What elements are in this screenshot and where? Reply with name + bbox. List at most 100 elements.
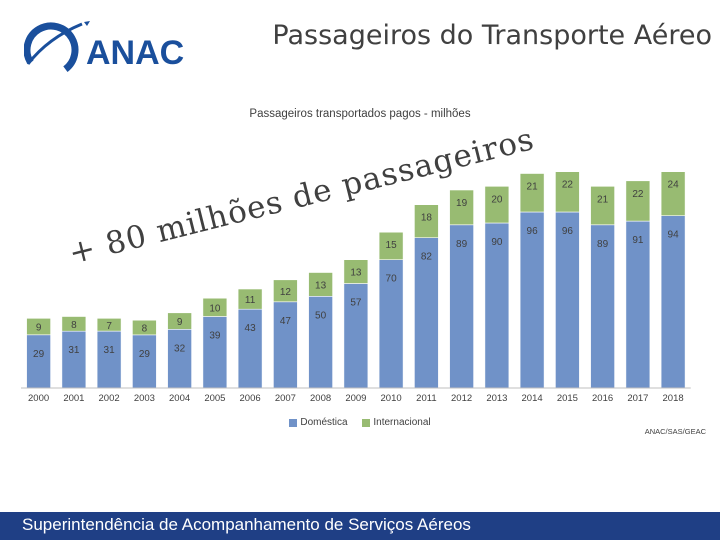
chart-title: Passageiros transportados pagos - milhõe… [249, 108, 471, 120]
tick-label-2010: 2010 [381, 393, 402, 404]
label-domestic-2016: 89 [597, 239, 609, 250]
label-domestic-2001: 31 [68, 345, 80, 356]
label-domestic-2007: 47 [280, 316, 292, 327]
bar-international-2017 [625, 180, 651, 222]
bar-domestic-2017 [625, 220, 651, 389]
tick-label-2011: 2011 [416, 393, 436, 404]
label-domestic-2010: 70 [386, 274, 398, 285]
label-international-2016: 21 [597, 194, 609, 205]
bar-domestic-2002 [96, 330, 122, 389]
bar-international-2016 [590, 186, 615, 226]
label-international-2012: 19 [456, 198, 468, 209]
bar-international-2015 [555, 171, 580, 213]
bar-international-2010 [378, 231, 404, 260]
label-international-2009: 13 [350, 268, 362, 279]
tick-label-2016: 2016 [592, 393, 613, 404]
label-international-2017: 22 [632, 189, 644, 200]
legend-swatch-domestic [289, 418, 298, 427]
bar-domestic-2015 [555, 211, 580, 389]
tick-label-2013: 2013 [486, 393, 507, 404]
label-domestic-2005: 39 [209, 331, 221, 342]
label-domestic-2004: 32 [174, 343, 186, 354]
bar-international-2011 [414, 204, 439, 238]
label-international-2010: 15 [386, 240, 398, 251]
tick-label-2001: 2001 [63, 393, 84, 404]
bar-international-2003 [132, 319, 157, 336]
bar-international-2006 [237, 288, 263, 310]
label-domestic-2008: 50 [315, 310, 327, 321]
data-label-group: 29 9 31 8 31 7 29 8 32 9 39 10 43 11 47 12 50 13 57 13 70 15 8… [33, 180, 679, 360]
page-title: Passageiros do Transporte Aéreo [272, 20, 712, 51]
bar-domestic-2014 [519, 211, 545, 389]
label-international-2003: 8 [142, 324, 148, 335]
legend: Doméstica Internacional [0, 417, 720, 430]
footer-text: Superintendência de Acompanhamento de Se… [22, 515, 471, 534]
label-domestic-2017: 91 [632, 235, 644, 246]
tick-label-2018: 2018 [663, 393, 684, 404]
label-international-2015: 22 [562, 180, 574, 191]
label-domestic-2015: 96 [562, 226, 574, 237]
footer-bar: Superintendência de Acompanhamento de Se… [0, 512, 720, 540]
label-international-2018: 24 [668, 180, 680, 191]
bar-domestic-2012 [449, 224, 474, 389]
anac-logo-graphic: ANAC [23, 21, 184, 78]
bar-domestic-2003 [132, 334, 157, 389]
bar-domestic-2011 [414, 237, 439, 389]
label-domestic-2000: 29 [33, 349, 45, 360]
tick-label-2004: 2004 [169, 393, 190, 404]
source-note: ANAC/SAS/GEAC [644, 427, 706, 436]
legend-item-international: Internacional [362, 417, 431, 428]
tick-label-group: 2000 2001 2002 2003 2004 2005 2006 2007 2008 2009… [28, 393, 684, 404]
bar-domestic-2007 [273, 301, 298, 389]
bar-international-2009 [343, 259, 369, 284]
bar-domestic-2005 [202, 316, 228, 389]
bar-international-2007 [273, 279, 298, 303]
bar-domestic-2010 [378, 259, 404, 389]
bar-domestic-2013 [484, 222, 510, 389]
anac-logo: ANAC [23, 20, 199, 80]
bar-international-2000 [26, 317, 51, 336]
tick-label-2012: 2012 [451, 393, 472, 404]
label-international-2004: 9 [177, 317, 183, 328]
bar-international-2005 [202, 297, 228, 317]
logo-text: ANAC [86, 34, 184, 72]
bar-domestic-2000 [26, 334, 51, 389]
label-international-2000: 9 [36, 323, 42, 334]
bar-domestic-2018 [660, 215, 686, 389]
bar-domestic-2004 [167, 328, 192, 389]
label-international-2008: 13 [315, 280, 327, 291]
label-domestic-2002: 31 [104, 345, 116, 356]
legend-label-domestic: Doméstica [300, 417, 348, 428]
bar-domestic-2016 [590, 224, 615, 389]
bar-international-2014 [519, 173, 545, 213]
label-domestic-2013: 90 [491, 237, 503, 248]
label-domestic-2018: 94 [668, 230, 680, 241]
tick-label-2008: 2008 [310, 393, 331, 404]
bar-international-2018 [660, 171, 686, 216]
label-international-2011: 18 [421, 213, 433, 224]
legend-swatch-international [362, 418, 371, 427]
label-domestic-2014: 96 [527, 226, 539, 237]
bar-group [21, 171, 691, 389]
bar-international-2013 [484, 186, 510, 224]
label-international-2014: 21 [527, 182, 539, 193]
tick-label-2017: 2017 [627, 393, 648, 404]
tick-label-2003: 2003 [134, 393, 155, 404]
label-domestic-2009: 57 [350, 298, 362, 309]
tick-label-2000: 2000 [28, 393, 49, 404]
label-domestic-2011: 82 [421, 252, 433, 263]
bar-international-2008 [308, 272, 333, 297]
legend-label-international: Internacional [373, 417, 431, 428]
label-domestic-2003: 29 [139, 349, 151, 360]
bar-international-2012 [449, 189, 474, 226]
bar-international-2004 [167, 312, 192, 330]
bar-international-2001 [61, 316, 87, 332]
tick-label-2005: 2005 [204, 393, 225, 404]
bar-domestic-2006 [237, 308, 263, 389]
label-international-2007: 12 [280, 287, 292, 298]
tick-label-2014: 2014 [522, 393, 543, 404]
label-international-2006: 11 [245, 295, 256, 306]
legend-item-domestic: Doméstica [289, 417, 348, 428]
bar-domestic-2001 [61, 330, 87, 389]
